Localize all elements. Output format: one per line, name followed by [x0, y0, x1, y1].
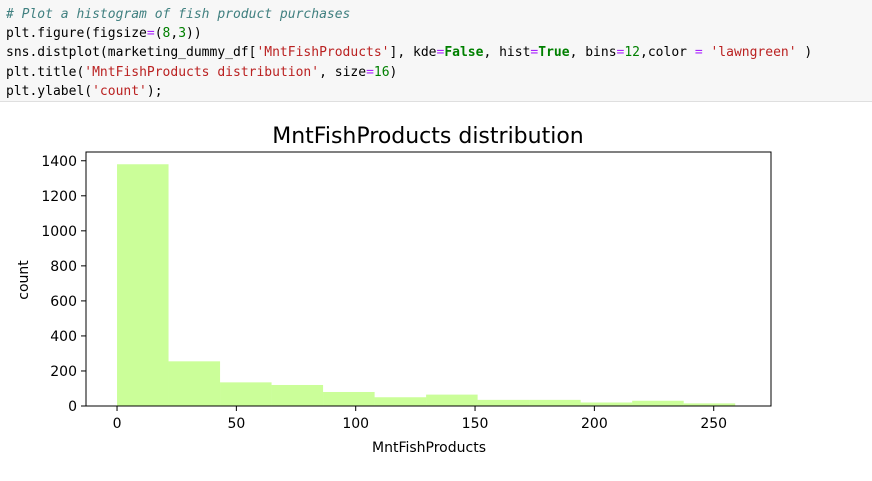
- y-tick-label: 0: [68, 399, 77, 415]
- code-token: =: [530, 45, 539, 61]
- y-tick-label: 800: [50, 259, 77, 275]
- y-tick-label: 600: [50, 294, 77, 310]
- histogram-bar: [168, 361, 221, 406]
- code-token: (: [154, 26, 163, 42]
- x-tick-label: 250: [700, 416, 727, 432]
- code-token: , size: [319, 64, 367, 80]
- code-token: 'count': [92, 83, 147, 99]
- histogram-bar: [477, 399, 530, 406]
- code-line: plt.title('MntFishProducts distribution'…: [6, 63, 872, 82]
- code-token: plt.ylabel(: [6, 83, 93, 99]
- y-tick-label: 200: [50, 364, 77, 380]
- code-token: plt.figure(figsize: [6, 26, 147, 42]
- histogram-bar: [117, 164, 169, 406]
- x-tick-label: 100: [342, 416, 369, 432]
- plot-frame: [85, 151, 772, 407]
- code-token: )): [186, 26, 202, 42]
- code-token: ): [389, 64, 398, 80]
- histogram-bar: [426, 394, 478, 406]
- code-token: =: [616, 45, 625, 61]
- code-token: ,: [170, 26, 179, 42]
- x-tick-label: 0: [113, 416, 122, 432]
- code-token: , bins: [569, 45, 617, 61]
- code-token: , hist: [483, 45, 531, 61]
- code-token: =: [146, 26, 155, 42]
- code-token: plt.title(: [6, 64, 85, 80]
- code-token: sns.distplot(marketing_dummy_df[: [6, 45, 257, 61]
- code-token: ], kde: [389, 45, 437, 61]
- code-token: ,color: [640, 45, 695, 61]
- code-token: ): [796, 45, 813, 61]
- x-tick-label: 150: [462, 416, 489, 432]
- x-tick-label: 200: [581, 416, 608, 432]
- chart-title: MntFishProducts distribution: [272, 124, 583, 149]
- histogram-chart: MntFishProducts distribution 0 200 400 600 8…: [16, 124, 772, 456]
- code-token: 16: [373, 64, 390, 80]
- code-token: =: [436, 45, 445, 61]
- y-axis-label: count: [16, 260, 32, 300]
- code-token: 3: [178, 26, 187, 42]
- histogram-bar: [220, 382, 272, 406]
- code-token: False: [444, 45, 484, 61]
- code-cell[interactable]: # Plot a histogram of fish product purch…: [0, 0, 872, 102]
- code-token: );: [146, 83, 163, 99]
- y-tick-label: 1200: [41, 189, 77, 205]
- histogram-bar: [683, 403, 736, 406]
- histogram-bar: [529, 399, 581, 406]
- code-token: 12: [624, 45, 641, 61]
- code-line: # Plot a histogram of fish product purch…: [6, 5, 872, 24]
- x-axis-label: MntFishProducts: [372, 440, 486, 456]
- code-line: plt.ylabel('count');: [6, 82, 872, 101]
- code-token: 'MntFishProducts distribution': [84, 64, 320, 80]
- code-token: True: [538, 45, 570, 61]
- y-tick-label: 400: [50, 329, 77, 345]
- y-tick-label: 1400: [41, 154, 77, 170]
- x-tick-label: 50: [227, 416, 245, 432]
- bars-group: [117, 164, 736, 406]
- code-token: # Plot a histogram of fish product purch…: [6, 7, 351, 22]
- code-token: 'MntFishProducts': [256, 45, 390, 61]
- x-axis: 0 50 100 150 200 250: [113, 406, 727, 432]
- y-axis: 0 200 400 600 800 1000 1200 1400: [41, 154, 86, 415]
- code-line: sns.distplot(marketing_dummy_df['MntFish…: [6, 43, 872, 62]
- histogram-bar: [374, 397, 427, 406]
- y-tick-label: 1000: [41, 224, 77, 240]
- code-token: =: [366, 64, 374, 80]
- histogram-bar: [271, 384, 324, 406]
- code-token: =: [694, 45, 703, 61]
- histogram-bar: [323, 391, 375, 406]
- histogram-bar: [580, 402, 633, 406]
- output-area: MntFishProducts distribution 0 200 400 600 8…: [0, 103, 872, 477]
- code-token: 'lawngreen': [710, 45, 797, 61]
- histogram-bar: [632, 400, 684, 406]
- code-line: plt.figure(figsize=(8,3)): [6, 24, 872, 43]
- code-token: 8: [162, 26, 171, 42]
